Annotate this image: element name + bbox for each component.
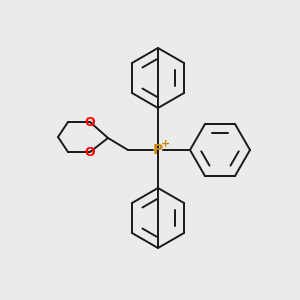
Text: O: O xyxy=(85,146,95,158)
Text: O: O xyxy=(85,116,95,128)
Text: +: + xyxy=(161,139,171,149)
Text: P: P xyxy=(153,143,163,157)
